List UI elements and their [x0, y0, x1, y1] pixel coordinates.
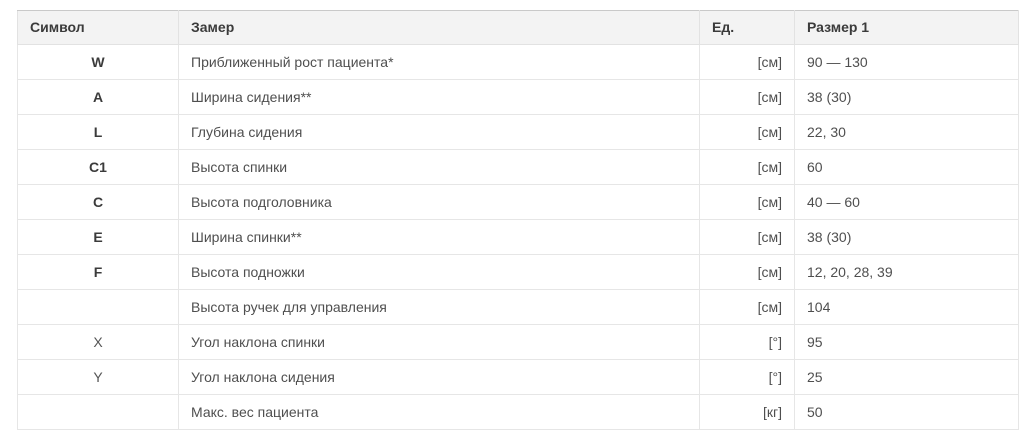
measurement-cell: Угол наклона сидения	[178, 359, 700, 395]
unit-cell: [°]	[699, 359, 795, 395]
size-cell: 38 (30)	[794, 219, 1019, 255]
measurement-cell: Приближенный рост пациента*	[178, 44, 700, 80]
symbol-cell: A	[17, 79, 179, 115]
size-cell: 40 — 60	[794, 184, 1019, 220]
size-cell: 25	[794, 359, 1019, 395]
table-row: L Глубина сидения [см] 22, 30	[17, 114, 1019, 150]
symbol-cell: L	[17, 114, 179, 150]
table-header: Символ Замер Ед. Размер 1	[17, 10, 1019, 45]
measurement-cell: Высота спинки	[178, 149, 700, 185]
unit-cell: [кг]	[699, 394, 795, 430]
measurement-cell: Угол наклона спинки	[178, 324, 700, 360]
size-cell: 12, 20, 28, 39	[794, 254, 1019, 290]
table-row: F Высота подножки [см] 12, 20, 28, 39	[17, 254, 1019, 290]
unit-cell: [см]	[699, 114, 795, 150]
unit-cell: [см]	[699, 289, 795, 325]
table-row: C1 Высота спинки [см] 60	[17, 149, 1019, 185]
measurement-cell: Высота ручек для управления	[178, 289, 700, 325]
header-row: Символ Замер Ед. Размер 1	[17, 10, 1019, 45]
measurement-cell: Макс. вес пациента	[178, 394, 700, 430]
size-cell: 22, 30	[794, 114, 1019, 150]
unit-cell: [см]	[699, 254, 795, 290]
symbol-cell: W	[17, 44, 179, 80]
size-cell: 104	[794, 289, 1019, 325]
table-row: Высота ручек для управления [см] 104	[17, 289, 1019, 325]
column-header-symbol: Символ	[17, 10, 179, 45]
unit-cell: [°]	[699, 324, 795, 360]
column-header-measurement: Замер	[178, 10, 700, 45]
symbol-cell	[17, 289, 179, 325]
unit-cell: [см]	[699, 184, 795, 220]
table-row: C Высота подголовника [см] 40 — 60	[17, 184, 1019, 220]
table-row: Макс. вес пациента [кг] 50	[17, 394, 1019, 430]
size-cell: 38 (30)	[794, 79, 1019, 115]
specifications-table: Символ Замер Ед. Размер 1 W Приближенный …	[17, 10, 1019, 430]
symbol-cell	[17, 394, 179, 430]
size-cell: 60	[794, 149, 1019, 185]
symbol-cell: C1	[17, 149, 179, 185]
table-row: E Ширина спинки** [см] 38 (30)	[17, 219, 1019, 255]
size-cell: 95	[794, 324, 1019, 360]
unit-cell: [см]	[699, 219, 795, 255]
unit-cell: [см]	[699, 44, 795, 80]
measurement-cell: Высота подголовника	[178, 184, 700, 220]
measurement-cell: Глубина сидения	[178, 114, 700, 150]
symbol-cell: Y	[17, 359, 179, 395]
column-header-size1: Размер 1	[794, 10, 1019, 45]
symbol-cell: X	[17, 324, 179, 360]
measurement-cell: Ширина спинки**	[178, 219, 700, 255]
table-row: X Угол наклона спинки [°] 95	[17, 324, 1019, 360]
size-cell: 50	[794, 394, 1019, 430]
table-row: W Приближенный рост пациента* [см] 90 — 130	[17, 44, 1019, 80]
table-row: A Ширина сидения** [см] 38 (30)	[17, 79, 1019, 115]
symbol-cell: E	[17, 219, 179, 255]
table-row: Y Угол наклона сидения [°] 25	[17, 359, 1019, 395]
table-body: W Приближенный рост пациента* [см] 90 — 130…	[17, 44, 1019, 430]
measurement-cell: Ширина сидения**	[178, 79, 700, 115]
unit-cell: [см]	[699, 79, 795, 115]
symbol-cell: C	[17, 184, 179, 220]
symbol-cell: F	[17, 254, 179, 290]
measurement-cell: Высота подножки	[178, 254, 700, 290]
column-header-unit: Ед.	[699, 10, 795, 45]
unit-cell: [см]	[699, 149, 795, 185]
size-cell: 90 — 130	[794, 44, 1019, 80]
